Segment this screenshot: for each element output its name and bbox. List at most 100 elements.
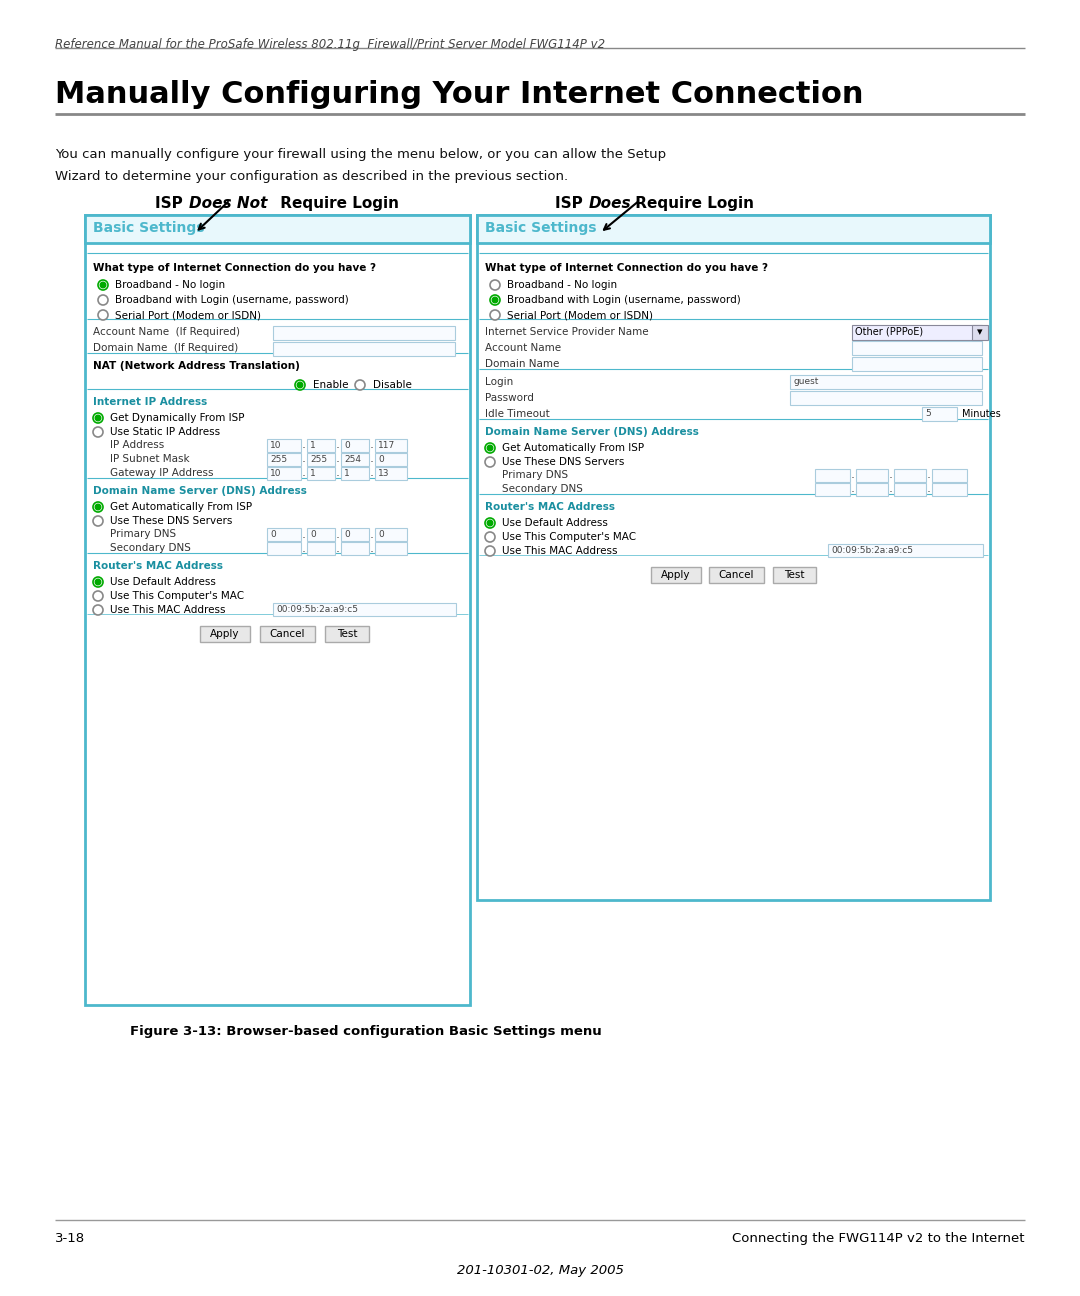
Text: 00:09:5b:2a:a9:c5: 00:09:5b:2a:a9:c5	[276, 605, 357, 614]
Circle shape	[98, 295, 108, 305]
Text: Basic Settings: Basic Settings	[485, 222, 596, 235]
Text: .: .	[370, 527, 374, 540]
Text: .: .	[336, 438, 340, 451]
Text: Test: Test	[337, 629, 357, 639]
Text: Use This MAC Address: Use This MAC Address	[502, 546, 618, 556]
Circle shape	[93, 502, 103, 512]
Bar	[375, 527, 407, 540]
Bar	[307, 527, 335, 540]
Circle shape	[492, 297, 498, 303]
Circle shape	[487, 520, 492, 526]
Text: Serial Port (Modem or ISDN): Serial Port (Modem or ISDN)	[507, 310, 653, 320]
Text: Use Default Address: Use Default Address	[502, 518, 608, 527]
Bar	[273, 342, 455, 356]
Text: .: .	[302, 438, 306, 451]
Text: Login: Login	[485, 377, 513, 388]
Bar	[307, 467, 335, 480]
Text: ISP: ISP	[156, 196, 188, 211]
Bar	[651, 568, 701, 583]
Text: 13: 13	[378, 469, 390, 478]
Bar	[815, 483, 850, 496]
Text: .: .	[302, 452, 306, 465]
Circle shape	[95, 415, 100, 421]
Text: .: .	[336, 542, 340, 555]
Text: 10: 10	[270, 441, 282, 450]
Text: .: .	[851, 468, 855, 482]
Text: Minutes: Minutes	[962, 410, 1001, 419]
Text: Account Name  (If Required): Account Name (If Required)	[93, 327, 240, 337]
Text: 5: 5	[924, 410, 931, 419]
Text: 117: 117	[378, 441, 395, 450]
Text: 10: 10	[270, 469, 282, 478]
Text: Use This Computer's MAC: Use This Computer's MAC	[502, 531, 636, 542]
Text: Internet Service Provider Name: Internet Service Provider Name	[485, 327, 649, 337]
Text: Primary DNS: Primary DNS	[502, 470, 568, 480]
Circle shape	[485, 531, 495, 542]
Text: Broadband with Login (username, password): Broadband with Login (username, password…	[507, 295, 741, 305]
Circle shape	[485, 518, 495, 527]
Text: ▾: ▾	[977, 327, 983, 337]
Text: 00:09:5b:2a:a9:c5: 00:09:5b:2a:a9:c5	[831, 546, 913, 555]
Circle shape	[93, 591, 103, 601]
Bar	[325, 626, 369, 642]
Text: .: .	[927, 482, 931, 495]
Text: NAT (Network Address Translation): NAT (Network Address Translation)	[93, 362, 300, 371]
Text: .: .	[302, 542, 306, 555]
Circle shape	[485, 443, 495, 454]
Text: .: .	[336, 527, 340, 540]
Circle shape	[93, 516, 103, 526]
Text: Does Not: Does Not	[189, 196, 268, 211]
Bar	[856, 483, 888, 496]
Text: 0: 0	[345, 441, 350, 450]
Text: Other (PPPoE): Other (PPPoE)	[855, 327, 923, 337]
Text: Domain Name: Domain Name	[485, 359, 559, 369]
Bar	[815, 469, 850, 482]
Text: Router's MAC Address: Router's MAC Address	[93, 561, 222, 572]
Bar	[273, 603, 456, 616]
Bar	[85, 215, 470, 1004]
Text: What type of Internet Connection do you have ?: What type of Internet Connection do you …	[93, 263, 376, 273]
Circle shape	[95, 504, 100, 509]
Text: Get Automatically From ISP: Get Automatically From ISP	[502, 443, 644, 454]
Text: Require Login: Require Login	[630, 196, 754, 211]
Text: 1: 1	[310, 441, 315, 450]
Text: Primary DNS: Primary DNS	[110, 529, 176, 539]
Bar	[932, 469, 967, 482]
Text: Test: Test	[784, 570, 805, 581]
Bar	[773, 568, 816, 583]
Bar	[267, 467, 301, 480]
Text: Basic Settings: Basic Settings	[93, 222, 204, 235]
Bar	[375, 542, 407, 555]
Bar	[789, 375, 982, 389]
Bar	[852, 341, 982, 355]
Bar	[894, 469, 926, 482]
Bar	[972, 325, 988, 340]
Bar	[341, 542, 369, 555]
Circle shape	[355, 380, 365, 390]
Text: Cancel: Cancel	[270, 629, 306, 639]
Text: .: .	[889, 482, 893, 495]
Circle shape	[490, 295, 500, 305]
Circle shape	[98, 280, 108, 290]
Text: Password: Password	[485, 393, 534, 403]
Bar	[267, 542, 301, 555]
Bar	[852, 356, 982, 371]
Circle shape	[93, 577, 103, 587]
Bar	[708, 568, 764, 583]
Text: Get Dynamically From ISP: Get Dynamically From ISP	[110, 413, 244, 422]
Text: Broadband with Login (username, password): Broadband with Login (username, password…	[114, 295, 349, 305]
Text: Enable: Enable	[313, 380, 349, 390]
Bar	[267, 439, 301, 452]
Text: .: .	[370, 438, 374, 451]
Text: Secondary DNS: Secondary DNS	[110, 543, 191, 553]
Bar	[341, 467, 369, 480]
Circle shape	[490, 310, 500, 320]
Text: guest: guest	[793, 377, 819, 386]
Text: .: .	[370, 452, 374, 465]
Bar	[273, 327, 455, 340]
Bar	[307, 439, 335, 452]
Text: Domain Name Server (DNS) Address: Domain Name Server (DNS) Address	[93, 486, 307, 496]
Text: Domain Name Server (DNS) Address: Domain Name Server (DNS) Address	[485, 426, 699, 437]
Text: ISP: ISP	[555, 196, 588, 211]
Text: Require Login: Require Login	[275, 196, 399, 211]
